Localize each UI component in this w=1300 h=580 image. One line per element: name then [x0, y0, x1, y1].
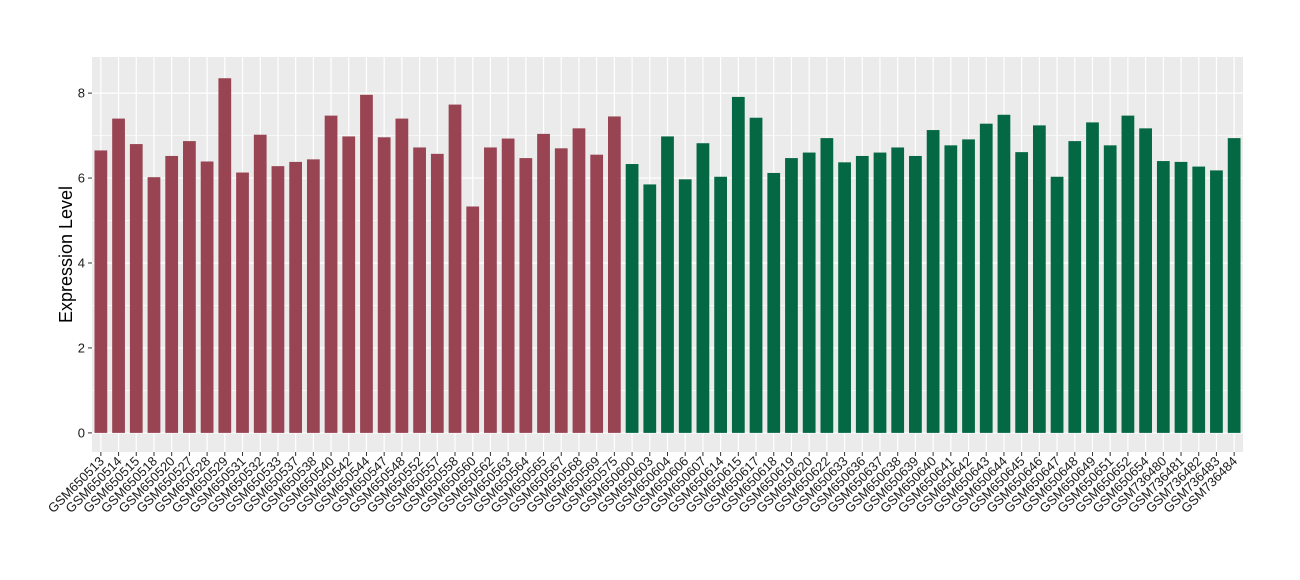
bar — [200, 161, 214, 433]
bar — [714, 176, 727, 433]
bar — [1068, 141, 1082, 433]
bar — [360, 94, 373, 433]
bar — [271, 166, 285, 433]
y-axis: 0 2 4 6 8 — [78, 86, 92, 440]
bar — [1210, 170, 1223, 433]
bar — [997, 114, 1011, 433]
bar — [413, 147, 426, 433]
bar — [501, 138, 515, 433]
bar — [873, 152, 887, 433]
bar — [962, 139, 975, 433]
bar — [661, 136, 674, 433]
bar — [625, 164, 639, 433]
bar — [165, 155, 179, 433]
bars — [94, 78, 1241, 433]
bar — [696, 143, 710, 433]
bar — [1032, 125, 1046, 433]
bar — [342, 136, 356, 433]
bar — [1139, 128, 1152, 433]
bar — [767, 172, 781, 433]
bar — [643, 184, 657, 433]
bar — [1174, 161, 1188, 433]
bar — [608, 116, 621, 433]
bar — [678, 179, 692, 433]
y-tick-label: 4 — [78, 255, 85, 270]
x-axis: GSM650513GSM650514GSM650515GSM650518GSM6… — [45, 452, 1240, 516]
bar — [1103, 145, 1117, 433]
bar — [129, 144, 143, 433]
bar — [1192, 166, 1206, 433]
bar — [1086, 122, 1099, 433]
y-tick-label: 8 — [78, 86, 85, 101]
bar — [94, 150, 108, 433]
bar — [802, 152, 816, 433]
bar — [395, 118, 409, 433]
bar — [448, 104, 462, 433]
bar — [979, 123, 993, 433]
bar — [537, 133, 550, 433]
bar — [891, 147, 905, 433]
bar — [1015, 152, 1029, 433]
bar — [253, 134, 267, 433]
bar — [377, 137, 391, 433]
bar — [749, 117, 763, 433]
bar — [484, 147, 497, 433]
y-axis-title: Expression Level — [56, 186, 76, 323]
bar — [430, 153, 444, 433]
bar — [926, 130, 940, 433]
y-tick-label: 2 — [78, 340, 85, 355]
bar — [112, 118, 125, 433]
bar — [147, 177, 161, 433]
bar — [909, 155, 922, 433]
bar — [306, 159, 320, 433]
bar — [731, 96, 745, 433]
bar — [289, 161, 303, 433]
y-tick-label: 0 — [78, 425, 85, 440]
bar — [820, 138, 834, 433]
bar — [855, 155, 869, 433]
bar — [519, 158, 533, 433]
bar — [1121, 115, 1135, 433]
bar — [1156, 161, 1170, 433]
bar — [466, 206, 480, 433]
bar — [183, 141, 196, 433]
bar — [236, 172, 249, 433]
bar — [1050, 176, 1064, 433]
bar — [554, 148, 568, 433]
bar — [572, 128, 586, 433]
bar — [590, 154, 604, 433]
bar — [838, 162, 851, 433]
y-tick-label: 6 — [78, 171, 85, 186]
bar — [324, 115, 338, 433]
bar — [785, 158, 798, 433]
bar — [1227, 138, 1241, 433]
bar — [944, 145, 958, 433]
bar — [218, 78, 232, 433]
